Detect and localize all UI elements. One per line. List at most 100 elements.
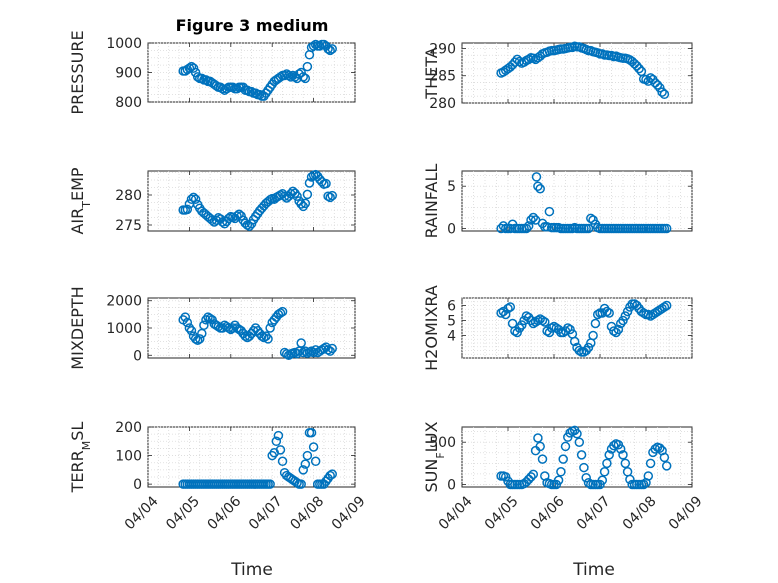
data-point — [327, 343, 337, 354]
panel-sunflux: 0 500 04/04 04/05 04/06 04/07 04/08 04/09 SUNFLU… — [422, 421, 706, 533]
data-point — [327, 190, 337, 201]
data-point — [599, 467, 610, 477]
y-tick-label: 0 — [133, 348, 142, 364]
y-tick-label: 280 — [115, 188, 142, 204]
panel-airtemp: 275 280 AIRTEMP — [68, 167, 356, 235]
data-point — [576, 450, 587, 460]
grid-mixdepth — [147, 298, 356, 358]
data-point — [323, 44, 333, 54]
data-point — [535, 183, 545, 194]
data-point — [184, 63, 195, 73]
data-point — [588, 330, 598, 341]
data-point — [201, 315, 211, 325]
data-point — [563, 323, 573, 333]
data-point — [537, 454, 548, 464]
data-point — [300, 198, 311, 209]
data-point — [292, 191, 302, 201]
data-point — [544, 206, 555, 217]
panel-rainfall: 0 5 RAINFALL — [422, 164, 693, 238]
data-point — [261, 331, 271, 341]
y-axis-label-airtemp: AIRTEMP — [68, 167, 93, 234]
data-point — [574, 437, 585, 447]
data-point — [188, 63, 199, 73]
data-point — [195, 334, 205, 344]
data-point — [514, 56, 525, 67]
data-point — [306, 427, 317, 438]
y-tick-label: 0 — [447, 221, 456, 237]
y-axis-label-terrmsl: TERRMSL — [68, 422, 93, 494]
data-point — [645, 458, 656, 469]
series-pressure — [178, 39, 337, 101]
data-point — [292, 348, 302, 359]
data-point — [569, 336, 580, 347]
data-point — [659, 452, 670, 463]
x-tick-label: 04/09 — [329, 493, 369, 533]
series-sunflux — [496, 425, 672, 490]
data-point — [523, 54, 534, 65]
y-tick-label: 285 — [429, 69, 456, 85]
data-point — [244, 221, 255, 231]
data-point — [526, 472, 536, 482]
series-airtemp — [178, 169, 337, 231]
data-point — [182, 317, 193, 328]
data-point — [602, 458, 612, 469]
data-point — [556, 467, 566, 477]
data-point — [275, 308, 286, 318]
data-point — [519, 57, 529, 67]
data-point — [553, 475, 564, 485]
data-point — [308, 347, 319, 358]
data-point — [275, 445, 286, 455]
data-point — [650, 444, 660, 454]
y-tick-label: 275 — [115, 218, 142, 234]
data-point — [496, 308, 506, 318]
data-point — [583, 342, 594, 353]
data-point — [641, 74, 651, 85]
data-point — [604, 450, 614, 460]
data-point — [286, 189, 296, 199]
data-point — [265, 323, 275, 333]
data-point — [565, 428, 575, 438]
data-point — [228, 323, 238, 333]
data-point — [510, 57, 520, 67]
data-point — [296, 199, 306, 209]
data-point — [590, 318, 601, 329]
y-axis-label-pressure: PRESSURE — [68, 30, 87, 114]
data-point — [199, 320, 209, 331]
data-point — [634, 63, 644, 74]
data-point — [300, 73, 311, 84]
data-point — [546, 323, 557, 333]
data-point — [505, 302, 516, 312]
data-point — [192, 335, 203, 346]
data-point — [302, 61, 313, 72]
data-point — [533, 433, 543, 443]
data-point — [292, 477, 302, 488]
y-tick-label: 1000 — [106, 36, 142, 52]
data-point — [182, 204, 193, 215]
y-axis-label-theta: THETA — [422, 47, 441, 99]
series-h2omixra — [496, 299, 672, 357]
data-point — [190, 334, 201, 344]
x-tick-label: 04/05 — [482, 493, 522, 533]
data-point — [643, 471, 654, 481]
x-tick-label: 04/08 — [287, 493, 327, 533]
data-point — [528, 469, 539, 480]
data-point — [531, 172, 542, 182]
data-point — [652, 80, 663, 90]
panel-mixdepth: 0 1000 2000 MIXDEPTH — [68, 286, 356, 370]
data-point — [661, 223, 672, 234]
y-tick-label: 900 — [115, 66, 142, 82]
data-point — [565, 324, 575, 335]
y-tick-label: 500 — [429, 435, 456, 451]
series-theta — [496, 41, 670, 100]
data-point — [521, 223, 532, 234]
data-point — [620, 458, 631, 469]
panel-pressure: 800 900 1000 PRESSURE — [68, 30, 356, 115]
y-tick-label: 0 — [133, 477, 142, 493]
data-point — [537, 315, 548, 326]
y-tick-label: 0 — [447, 477, 456, 493]
data-point — [583, 223, 594, 234]
data-point — [597, 308, 608, 318]
data-point — [597, 475, 608, 485]
